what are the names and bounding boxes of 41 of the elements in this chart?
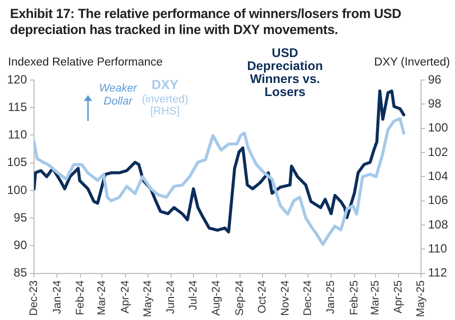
x-tick-label: Feb-25 xyxy=(348,280,360,316)
y-tick-label: 95 xyxy=(14,210,28,224)
y-tick-label: 120 xyxy=(6,72,28,86)
x-tick-label: Aug-24 xyxy=(210,280,223,316)
x-tick-label: Feb-24 xyxy=(74,280,86,316)
y2-tick-label: 96 xyxy=(428,72,442,86)
y-tick-label: 115 xyxy=(8,100,28,114)
x-tick-label: Apr-25 xyxy=(392,280,405,314)
y-axis-title: Indexed Relative Performance xyxy=(8,56,163,68)
x-tick-label: Dec-23 xyxy=(28,280,40,316)
y2-tick-label: 110 xyxy=(428,241,448,256)
x-tick-label: Sep-24 xyxy=(234,280,246,316)
y-tick-label: 90 xyxy=(14,238,28,252)
x-tick-label: Nov-24 xyxy=(280,280,292,316)
y-tick-label: 105 xyxy=(6,155,28,170)
y2-axis-title: DXY (Inverted) xyxy=(374,56,450,68)
x-tick-label: Jun-24 xyxy=(165,280,178,314)
text: DXY (inverted) [RHS] xyxy=(142,77,188,118)
text: USD Depreciation Winners vs. Losers xyxy=(247,46,323,100)
y2-tick-label: 104 xyxy=(428,168,448,183)
x-tick-label: Jan-25 xyxy=(325,280,338,314)
x-tick-label: Jul-24 xyxy=(187,280,200,310)
x-tick-label: Dec-24 xyxy=(302,280,314,316)
y2-tick-label: 106 xyxy=(428,193,448,208)
y2-tick-label: 108 xyxy=(428,217,448,232)
x-tick-label: May-25 xyxy=(415,280,428,318)
x-tick-label: Oct-24 xyxy=(256,280,268,314)
y-tick-label: 110 xyxy=(8,128,28,142)
chart-title: Exhibit 17: The relative performance of winners/losers from USD depreciation has tracked in line with DXY movements. xyxy=(10,6,402,38)
y2-tick-label: 98 xyxy=(428,96,442,110)
x-tick-label: May-24 xyxy=(142,280,154,318)
annotation: Weaker Dollar xyxy=(99,82,138,108)
x-tick-label: Jan-24 xyxy=(51,280,64,314)
y2-tick-label: 112 xyxy=(428,266,448,280)
x-tick-label: Mar-24 xyxy=(96,280,108,316)
y-tick-label: 100 xyxy=(6,182,28,197)
y2-tick-label: 102 xyxy=(428,144,448,159)
y2-tick-label: 100 xyxy=(428,120,448,135)
x-tick-label: Mar-25 xyxy=(369,280,382,316)
y-tick-label: 85 xyxy=(14,266,28,280)
x-tick-label: Apr-24 xyxy=(119,280,132,314)
